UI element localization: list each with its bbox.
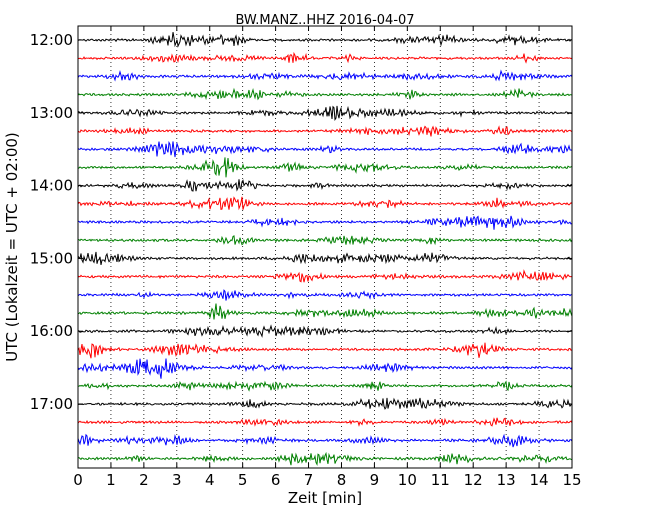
trace-line	[77, 32, 573, 48]
trace-line	[77, 215, 573, 230]
trace-group	[77, 32, 573, 467]
x-tick-label: 14	[530, 471, 549, 489]
trace-line	[77, 157, 573, 178]
trace-line	[77, 417, 573, 427]
x-tick-label: 10	[398, 471, 417, 489]
trace-line	[77, 179, 573, 192]
trace-line	[77, 269, 573, 283]
trace-line	[77, 397, 573, 410]
x-tick-label: 15	[562, 471, 581, 489]
trace-line	[77, 196, 573, 211]
x-tick-label: 1	[106, 471, 116, 489]
x-tick-label: 0	[73, 471, 83, 489]
axis-ticks: 0 1 2 3 4 5 6 7 8 9 10 11 12 13 14 1512:0013:0014:0015:…	[30, 26, 582, 489]
y-tick-label: 17:00	[30, 395, 73, 413]
x-tick-label: 13	[497, 471, 516, 489]
x-tick-label: 6	[271, 471, 281, 489]
trace-line	[77, 87, 573, 101]
trace-line	[77, 251, 573, 266]
grid-lines	[110, 26, 540, 468]
trace-line	[77, 140, 573, 158]
x-tick-label: 2	[139, 471, 149, 489]
trace-line	[77, 358, 573, 379]
y-tick-label: 13:00	[30, 104, 73, 122]
trace-line	[77, 433, 573, 448]
x-tick-label: 3	[172, 471, 182, 489]
y-tick-label: 15:00	[30, 249, 73, 267]
x-tick-label: 12	[464, 471, 483, 489]
x-tick-label: 11	[431, 471, 450, 489]
chart-title: BW.MANZ..HHZ 2016-04-07	[235, 13, 414, 28]
trace-line	[77, 380, 573, 392]
x-axis-label: Zeit [min]	[288, 489, 362, 507]
trace-line	[77, 51, 573, 64]
trace-line	[77, 69, 573, 82]
y-tick-label: 16:00	[30, 322, 73, 340]
x-tick-label: 9	[370, 471, 380, 489]
trace-line	[77, 125, 573, 137]
trace-line	[77, 451, 573, 467]
x-tick-label: 5	[238, 471, 248, 489]
y-tick-label: 12:00	[30, 31, 73, 49]
x-tick-label: 8	[337, 471, 347, 489]
trace-line	[77, 289, 573, 301]
y-axis-label: UTC (Lokalzeit = UTC + 02:00)	[3, 132, 21, 362]
plot-frame	[77, 25, 573, 469]
y-tick-label: 14:00	[30, 177, 73, 195]
trace-line	[77, 342, 573, 359]
trace-line	[77, 235, 573, 246]
trace-line	[77, 105, 573, 122]
x-tick-label: 7	[304, 471, 314, 489]
trace-line	[77, 303, 573, 320]
trace-line	[77, 324, 573, 338]
x-tick-label: 4	[205, 471, 215, 489]
